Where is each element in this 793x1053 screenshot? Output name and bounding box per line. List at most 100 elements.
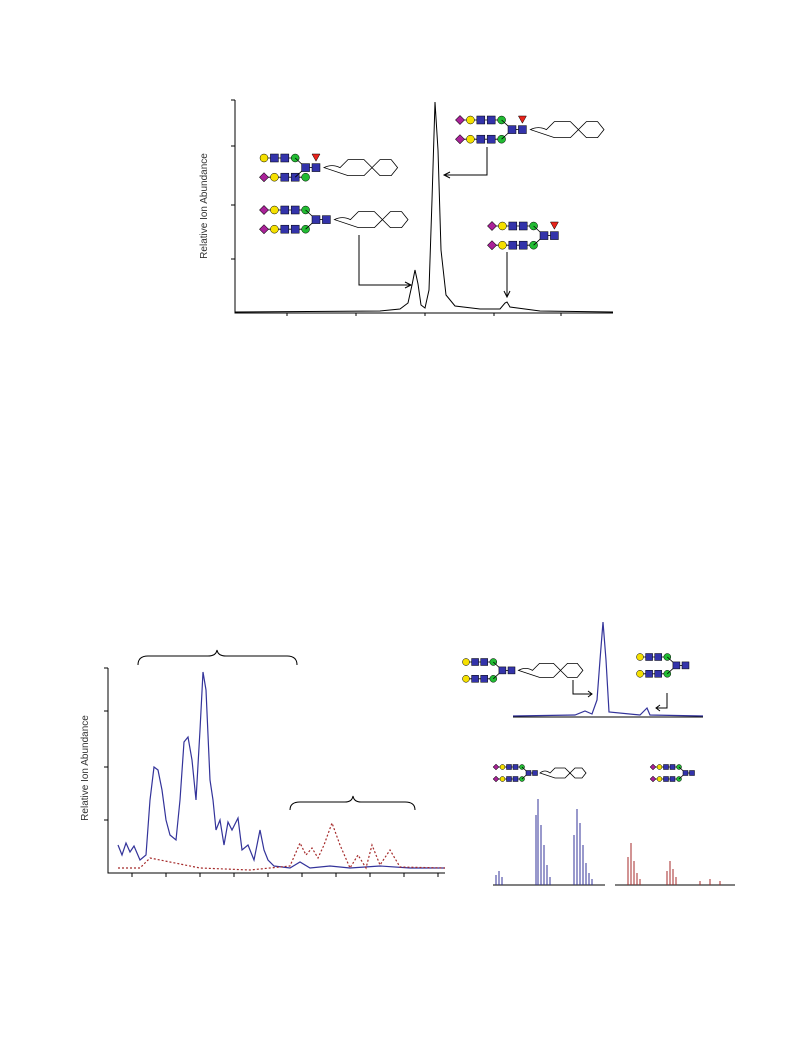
chromatogram xyxy=(512,621,704,717)
shape xyxy=(486,115,496,125)
shape xyxy=(259,205,269,215)
shape xyxy=(471,658,479,666)
shape xyxy=(507,666,516,675)
shape xyxy=(645,670,653,678)
shape xyxy=(498,666,507,675)
shape xyxy=(529,121,605,138)
shape xyxy=(672,661,681,670)
shape xyxy=(512,764,519,770)
shape xyxy=(280,172,290,182)
arrow xyxy=(358,147,511,299)
chromatogram-blue xyxy=(117,671,445,869)
shape xyxy=(508,240,518,250)
shape xyxy=(480,675,488,683)
shape xyxy=(259,153,269,163)
shape xyxy=(682,770,689,776)
shape xyxy=(259,224,269,235)
shape xyxy=(270,205,279,215)
shape xyxy=(270,224,279,234)
shape xyxy=(498,240,507,250)
shape xyxy=(322,159,399,176)
shape xyxy=(539,231,549,240)
shape xyxy=(486,134,496,144)
y-axis-label: Relative Ion Abundance xyxy=(199,153,210,259)
shape xyxy=(507,125,517,134)
axes xyxy=(493,716,735,886)
arrow xyxy=(572,680,668,712)
shape xyxy=(512,776,519,782)
shape xyxy=(508,221,518,231)
shape xyxy=(636,653,644,661)
chromatogram-red xyxy=(118,821,446,871)
glycan-structures xyxy=(259,115,695,783)
shape xyxy=(539,767,587,779)
shape xyxy=(518,240,528,250)
shape xyxy=(480,658,488,666)
shape xyxy=(290,205,300,215)
shape xyxy=(471,675,479,683)
shape xyxy=(311,153,321,162)
shape xyxy=(506,776,512,782)
shape xyxy=(492,775,500,783)
shape xyxy=(656,776,663,782)
y-axis-label: Relative Ion Abundance xyxy=(80,715,91,821)
shape xyxy=(487,240,497,251)
shape xyxy=(290,224,300,234)
shape xyxy=(259,172,269,183)
shape xyxy=(669,764,676,770)
shape xyxy=(689,770,695,776)
shape xyxy=(455,134,465,145)
shape xyxy=(549,221,559,230)
brace xyxy=(137,649,416,811)
shape xyxy=(462,675,470,683)
shape xyxy=(654,670,662,678)
shape xyxy=(654,653,662,661)
bottom-left-panel: Relative Ion Abundance xyxy=(80,649,446,877)
shape xyxy=(681,661,690,670)
shape xyxy=(487,221,497,231)
shape xyxy=(476,115,486,125)
chromatogram xyxy=(234,101,614,313)
shape xyxy=(663,776,669,782)
mass-spectra xyxy=(495,799,721,885)
shape xyxy=(525,770,532,776)
shape xyxy=(301,172,310,182)
shape xyxy=(532,770,538,776)
shape xyxy=(656,764,663,770)
shape xyxy=(518,221,528,231)
shape xyxy=(649,763,657,771)
top-panel: Relative Ion Abundance xyxy=(199,99,614,316)
shape xyxy=(506,764,512,770)
shape xyxy=(311,215,321,224)
shape xyxy=(333,211,409,228)
shape xyxy=(517,663,584,678)
shape xyxy=(492,763,500,771)
shape xyxy=(669,776,676,782)
shape xyxy=(517,115,527,124)
shape xyxy=(322,215,331,224)
shape xyxy=(476,134,486,144)
shape xyxy=(499,764,506,770)
shape xyxy=(280,205,290,215)
shape xyxy=(518,125,527,134)
axes xyxy=(231,99,613,316)
shape xyxy=(280,224,290,234)
shape xyxy=(466,115,475,125)
shape xyxy=(462,658,470,666)
shape xyxy=(550,231,559,240)
shape xyxy=(645,653,653,661)
shape xyxy=(280,153,290,163)
shape xyxy=(270,172,279,182)
shape xyxy=(498,221,507,231)
shape xyxy=(499,776,506,782)
bottom-right-panel xyxy=(493,621,735,886)
shape xyxy=(663,764,669,770)
shape xyxy=(636,670,644,678)
shape xyxy=(301,163,310,172)
shape xyxy=(649,775,657,783)
shape xyxy=(455,115,465,125)
shape xyxy=(270,153,279,163)
shape xyxy=(311,163,321,172)
shape xyxy=(466,134,475,144)
